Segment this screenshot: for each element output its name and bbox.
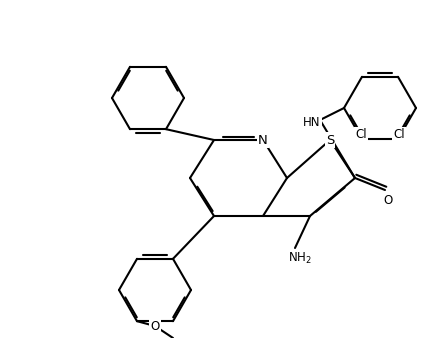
Text: Cl: Cl — [393, 128, 405, 141]
Text: S: S — [326, 134, 334, 146]
Text: NH$_2$: NH$_2$ — [288, 250, 312, 266]
Text: O: O — [150, 319, 160, 333]
Text: O: O — [384, 193, 393, 207]
Text: N: N — [258, 134, 268, 146]
Text: Cl: Cl — [355, 128, 367, 141]
Text: HN: HN — [303, 116, 321, 128]
